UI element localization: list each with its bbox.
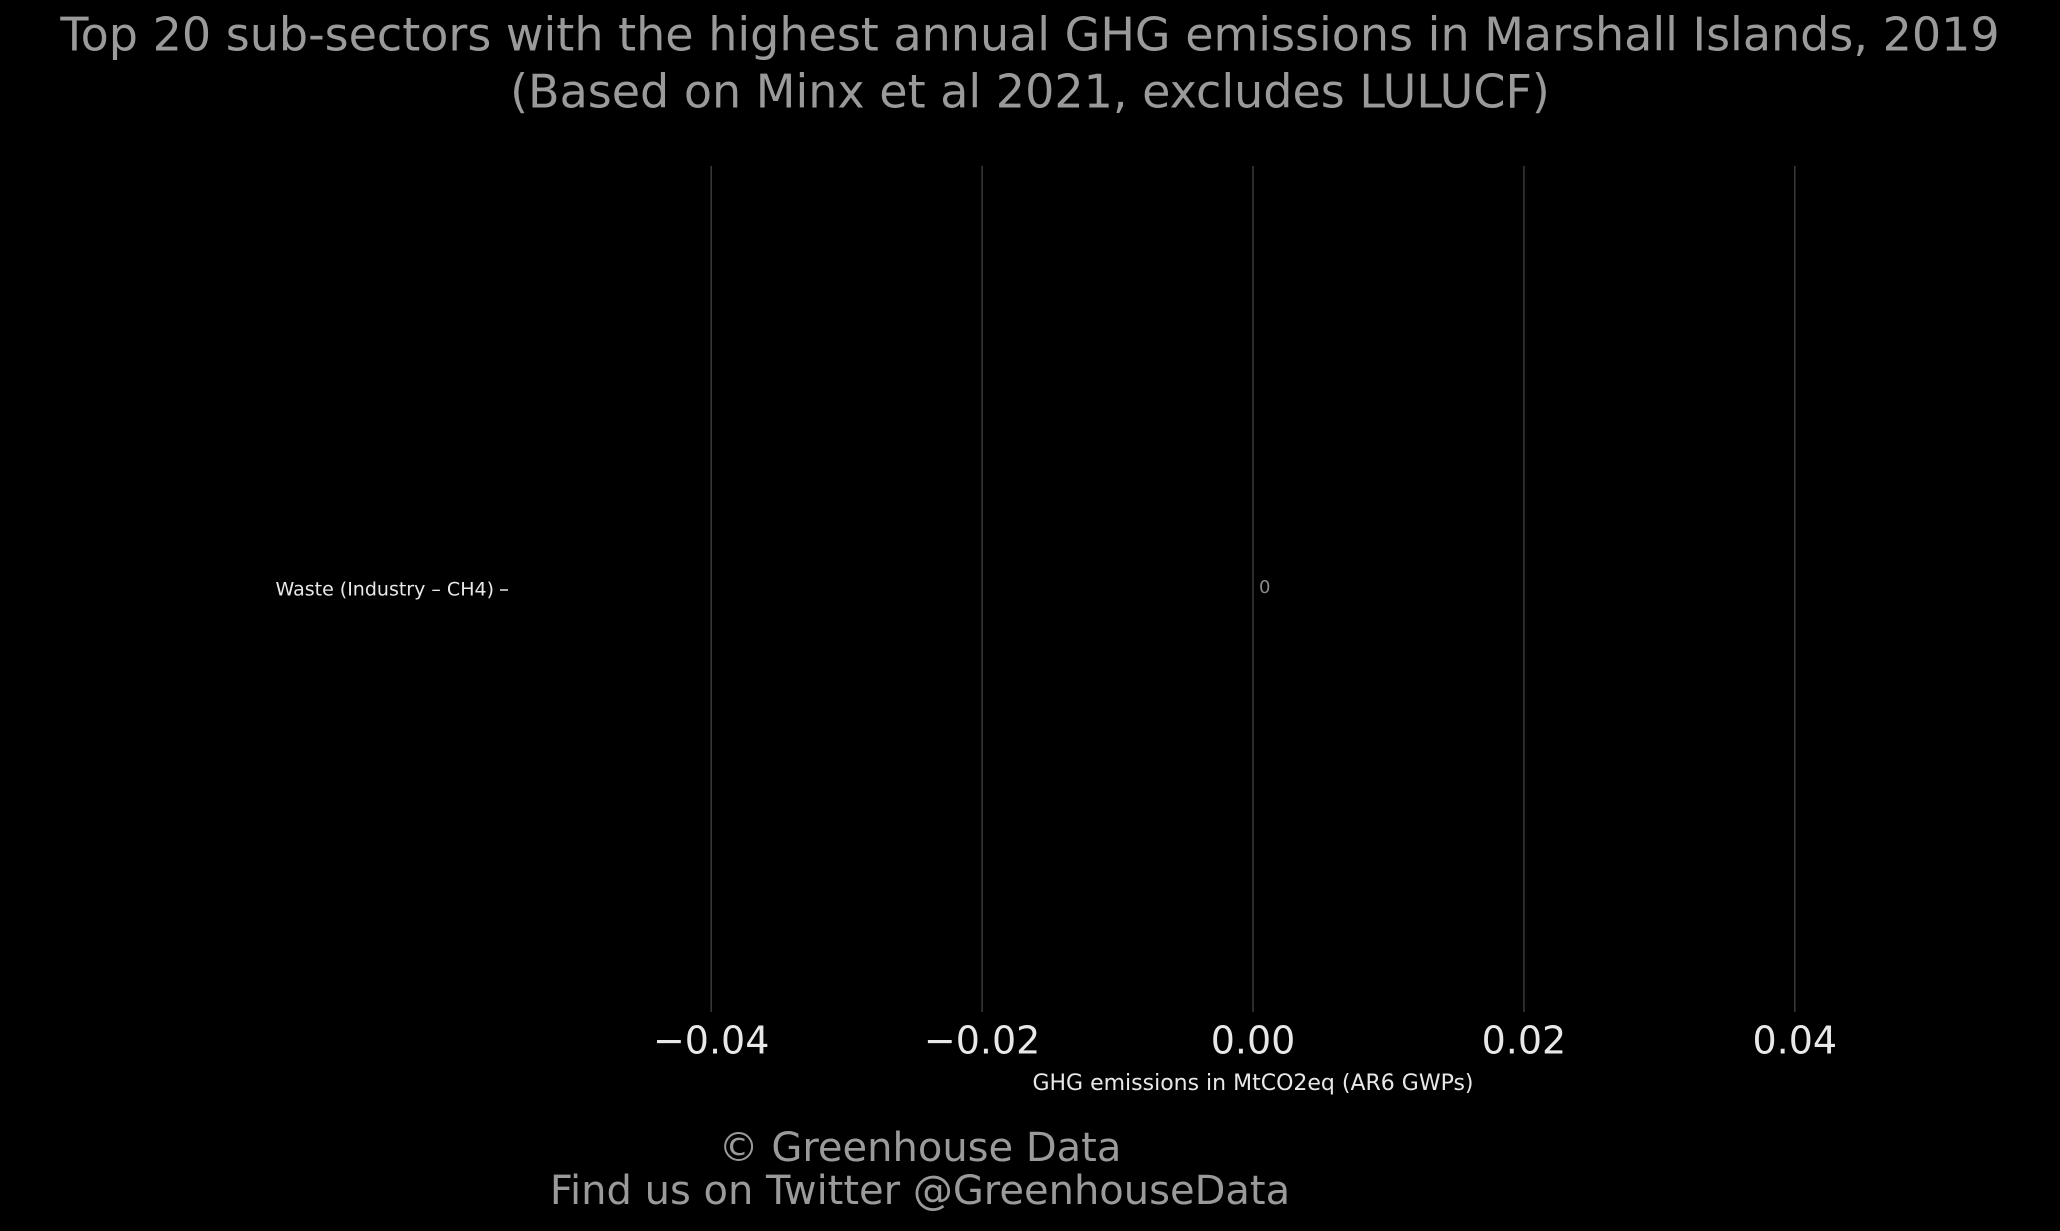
x-tick-label: 0.02 <box>1482 1019 1567 1063</box>
caption: Find us on Twitter @GreenhouseData <box>550 1168 1290 1214</box>
chart-subtitle: (Based on Minx et al 2021, excludes LULU… <box>510 65 1550 119</box>
value-label: 0 <box>1259 577 1270 598</box>
x-tick-label: 0.04 <box>1753 1019 1838 1063</box>
chart-title: Top 20 sub-sectors with the highest annu… <box>59 8 1999 62</box>
x-tick-label: −0.04 <box>653 1019 769 1063</box>
x-tick-label: −0.02 <box>924 1019 1040 1063</box>
x-tick-label: 0.00 <box>1211 1019 1296 1063</box>
y-tick-label: Waste (Industry – CH4) <box>276 579 495 601</box>
caption: © Greenhouse Data <box>719 1125 1122 1171</box>
x-axis-title: GHG emissions in MtCO2eq (AR6 GWPs) <box>1032 1071 1473 1096</box>
